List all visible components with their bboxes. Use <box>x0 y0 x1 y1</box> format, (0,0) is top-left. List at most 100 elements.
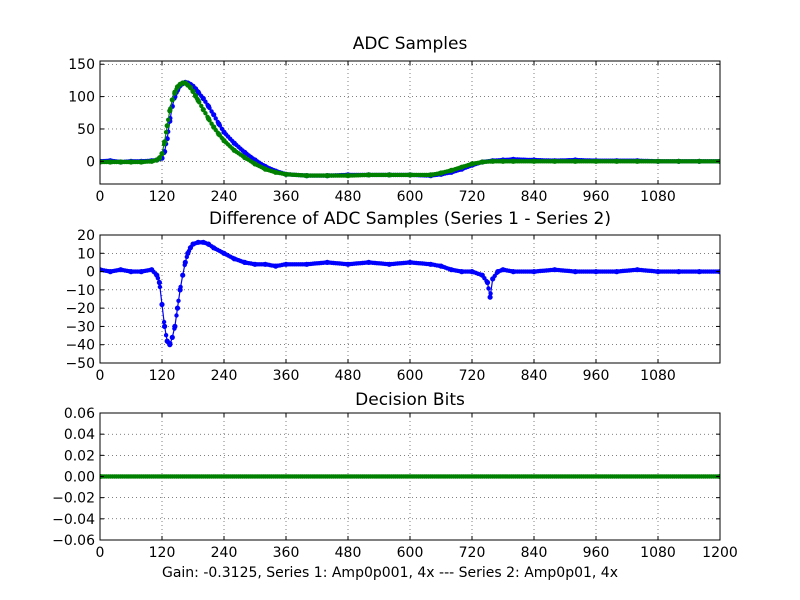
diff-series-1-datapoint <box>128 269 134 275</box>
diff-series-1-datapoint <box>100 267 103 273</box>
diff-series-1-datapoint <box>304 261 310 267</box>
adc-series-2-point <box>203 111 208 116</box>
decision-x-tick-label: 1200 <box>702 545 738 561</box>
diff-series-group <box>100 239 720 348</box>
diff-series-1-datapoint <box>190 241 196 247</box>
adc-series-1-datapoint <box>231 140 237 146</box>
diff-x-tick-label: 600 <box>397 368 424 384</box>
adc-series-2-point <box>166 117 171 123</box>
adc-series-2-datapoint <box>655 158 661 164</box>
decision-x-tick-label: 120 <box>149 545 176 561</box>
figure-footer: Gain: -0.3125, Series 1: Amp0p001, 4x --… <box>162 565 618 581</box>
adc-series-2-datapoint <box>459 164 465 170</box>
adc-y-tick-label: 150 <box>68 57 95 73</box>
diff-series-1-datapoint <box>490 276 496 282</box>
diff-x-tick-label: 960 <box>583 368 610 384</box>
diff-series-1-datapoint <box>162 323 168 329</box>
diff-series-1-datapoint <box>500 267 506 273</box>
adc-series-2-datapoint <box>614 158 620 164</box>
diff-series-1-datapoint <box>221 250 227 256</box>
adc-series-2-datapoint <box>138 159 144 165</box>
adc-series-2-datapoint <box>283 171 289 177</box>
decision-chart-title: Decision Bits <box>355 390 465 410</box>
diff-series-1-datapoint <box>182 259 188 265</box>
adc-series-2-datapoint <box>162 139 168 145</box>
adc-series-2-datapoint <box>216 131 222 137</box>
adc-series-2-datapoint <box>100 159 103 165</box>
diff-series-1-datapoint <box>154 272 160 278</box>
adc-series-2-datapoint <box>531 158 537 164</box>
adc-samples-panel: 0 120 240 360 480 600 720 840 960 1080 150 100 50 0 AD… <box>68 34 721 205</box>
adc-series-2-datapoint <box>345 173 351 179</box>
diff-series-1-datapoint <box>531 269 537 275</box>
diff-series-1-datapoint <box>459 269 465 275</box>
adc-series-2-datapoint <box>304 173 310 179</box>
diff-series-1-datapoint <box>386 261 392 267</box>
adc-series-1-point <box>213 116 218 121</box>
adc-series-2-datapoint <box>107 159 113 165</box>
diff-series-1-datapoint <box>324 259 330 265</box>
diff-series-1-point <box>161 319 167 325</box>
adc-series-2-datapoint <box>324 173 330 179</box>
diff-x-tick-label: 1080 <box>640 368 676 384</box>
adc-series-2-point <box>199 103 204 109</box>
diff-x-tick-label: 240 <box>211 368 238 384</box>
adc-series-2-datapoint <box>676 158 682 164</box>
diff-series-1-point <box>174 313 179 318</box>
diff-series-1-datapoint <box>167 342 173 348</box>
diff-series-1-datapoint <box>169 334 175 340</box>
adc-series-2-datapoint <box>172 89 178 95</box>
adc-series-2-datapoint <box>448 167 454 173</box>
diff-series-1-point <box>157 284 163 290</box>
decision-y-tick-label: −0.04 <box>52 512 95 528</box>
adc-series-2-datapoint <box>407 172 413 178</box>
adc-series-1-datapoint <box>195 89 201 95</box>
adc-series-2-datapoint <box>159 151 165 157</box>
diff-series-1-datapoint <box>231 256 237 262</box>
diff-y-tick-label: −50 <box>65 356 95 372</box>
adc-series-2-datapoint <box>469 161 475 167</box>
diff-series-1-datapoint <box>200 239 206 245</box>
diff-series-1-datapoint <box>211 245 217 251</box>
diff-series-1-datapoint <box>572 269 578 275</box>
diff-series-1-datapoint <box>283 261 289 267</box>
diff-series-1-datapoint <box>614 269 620 275</box>
diff-series-1-datapoint <box>273 263 279 269</box>
adc-x-tick-label: 240 <box>211 189 238 205</box>
adc-series-2-datapoint <box>187 84 193 91</box>
adc-series-2-datapoint <box>572 158 578 164</box>
adc-series-2-datapoint <box>428 172 434 178</box>
adc-series-2-datapoint <box>696 158 702 164</box>
decision-bits-panel: 0 120 240 360 480 600 720 840 960 1080 1200 0.06 0.0… <box>52 390 738 561</box>
adc-series-2-datapoint <box>479 159 485 165</box>
diff-series-1-datapoint <box>428 261 434 267</box>
diff-series-1-datapoint <box>510 269 516 275</box>
diff-series-1-datapoint <box>345 261 351 267</box>
diff-series-1-datapoint <box>487 294 493 300</box>
decision-y-tick-label: 0.04 <box>64 427 95 443</box>
adc-series-1-datapoint <box>211 112 217 118</box>
diff-series-1-datapoint <box>407 259 413 265</box>
adc-series-1-datapoint <box>205 103 212 109</box>
adc-x-tick-label: 360 <box>273 189 300 205</box>
adc-series-2-datapoint <box>205 116 212 122</box>
diff-x-tick-label: 480 <box>335 368 362 384</box>
diff-series-1-datapoint <box>107 269 113 275</box>
diff-series-1-datapoint <box>180 272 186 278</box>
diff-y-tick-label: 0 <box>86 265 95 281</box>
decision-y-tick-label: −0.06 <box>52 533 95 549</box>
diff-y-tick-label: −20 <box>65 301 95 317</box>
adc-series-2-datapoint <box>167 108 173 114</box>
adc-series-2-datapoint <box>593 158 599 164</box>
adc-series-2-point <box>163 130 169 135</box>
adc-series-2-datapoint <box>262 166 268 172</box>
diff-x-tick-label: 360 <box>273 368 300 384</box>
decision-x-tick-label: 1080 <box>640 545 676 561</box>
diff-series-1-datapoint <box>138 269 144 275</box>
adc-series-2-datapoint <box>252 161 258 167</box>
adc-y-tick-label: 100 <box>68 90 95 106</box>
diff-y-tick-label: −30 <box>65 319 95 335</box>
diff-series-1-datapoint <box>185 250 191 256</box>
adc-series-2-datapoint <box>510 158 516 164</box>
